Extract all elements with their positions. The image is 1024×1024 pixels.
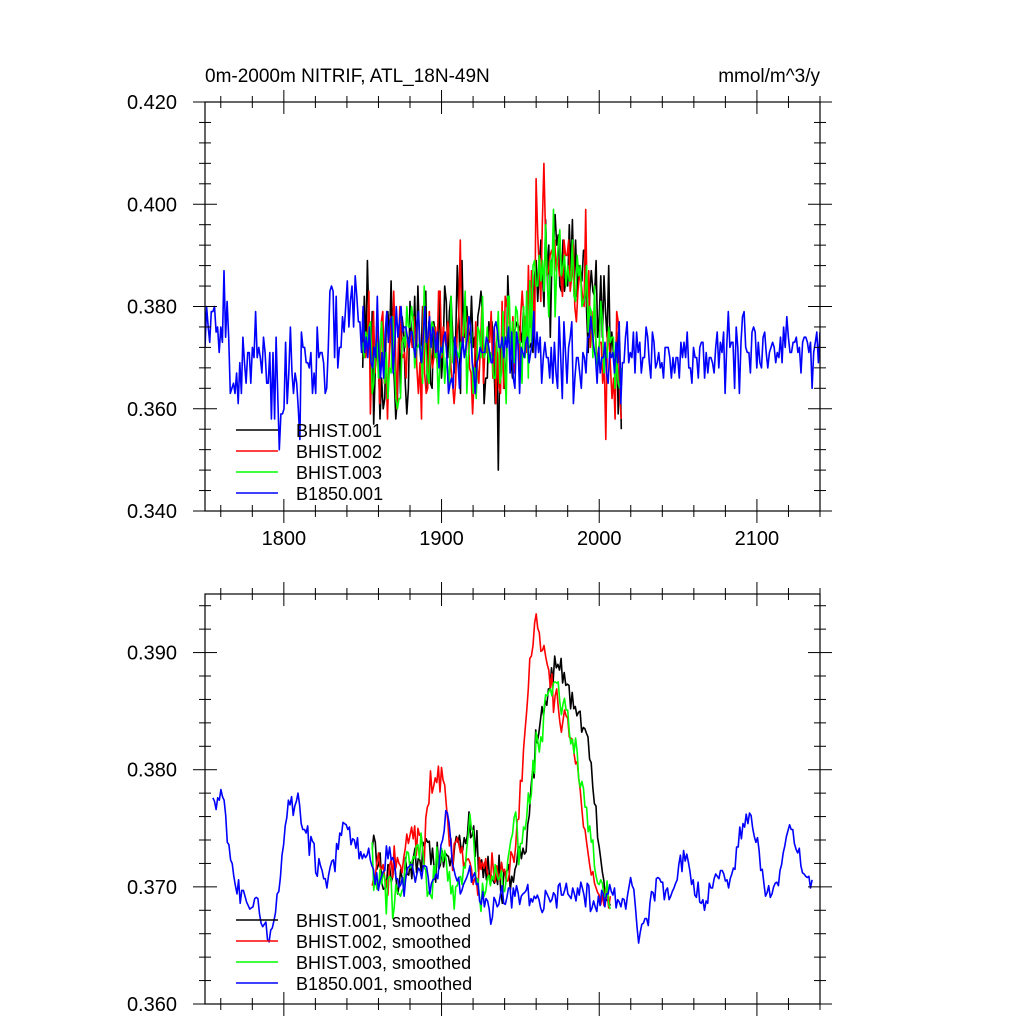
- chart-units-label: mmol/m^3/y: [718, 66, 820, 87]
- legend-label: BHIST.001: [296, 421, 382, 441]
- legend-label: BHIST.003, smoothed: [296, 953, 471, 973]
- x-tick-label: 2100: [735, 528, 780, 550]
- x-tick-label: 1900: [419, 528, 464, 550]
- series-line-b1850-001: [205, 269, 820, 451]
- top-chart-panel: 0m-2000m NITRIF, ATL_18N-49N mmol/m^3/y …: [127, 66, 832, 550]
- y-tick-label: 0.360: [127, 399, 177, 421]
- x-tick-label: 1800: [262, 528, 307, 550]
- legend-label: BHIST.001, smoothed: [296, 911, 471, 931]
- legend-label: B1850.001: [296, 484, 383, 504]
- series-line-b1850-001-smoothed: [212, 788, 813, 944]
- plot-frame: [204, 593, 821, 1005]
- series-line-bhist-002-smoothed: [371, 613, 612, 909]
- y-tick-label: 0.380: [127, 760, 177, 782]
- series-line-bhist-003: [361, 208, 623, 410]
- y-tick-label: 0.360: [127, 994, 177, 1016]
- legend-label: BHIST.003: [296, 463, 382, 483]
- y-tick-label: 0.420: [127, 92, 177, 114]
- y-tick-label: 0.380: [127, 297, 177, 319]
- y-tick-label: 0.390: [127, 643, 177, 665]
- y-tick-label: 0.400: [127, 194, 177, 216]
- y-tick-label: 0.340: [127, 501, 177, 523]
- series-line-bhist-002: [361, 162, 623, 441]
- chart-title: 0m-2000m NITRIF, ATL_18N-49N: [205, 66, 490, 87]
- legend-label: BHIST.002: [296, 442, 382, 462]
- y-tick-label: 0.370: [127, 877, 177, 899]
- series-line-bhist-003-smoothed: [371, 681, 612, 920]
- legend-label: B1850.001, smoothed: [296, 974, 472, 994]
- legend-label: BHIST.002, smoothed: [296, 932, 471, 952]
- x-tick-label: 2000: [577, 528, 622, 550]
